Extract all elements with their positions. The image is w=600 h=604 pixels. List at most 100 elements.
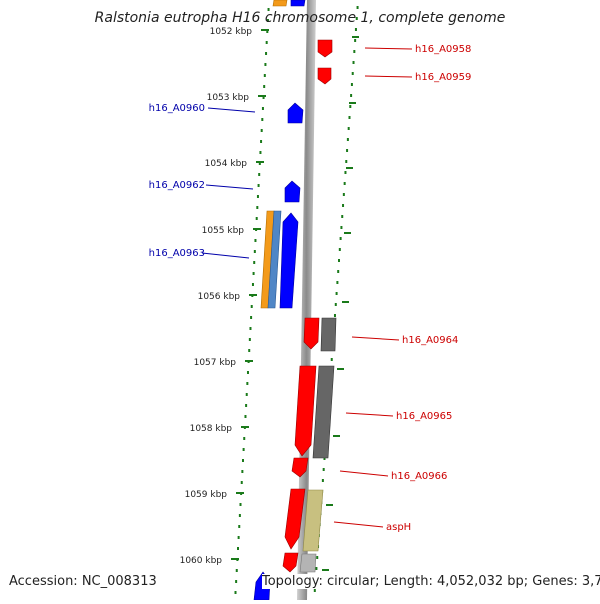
ring-dot: [344, 171, 347, 174]
genome-summary-text: Topology: circular; Length: 4,052,032 bp…: [262, 574, 600, 589]
ring-dot: [349, 105, 352, 108]
gene-arrow[interactable]: [312, 365, 335, 459]
ring-dot: [240, 481, 243, 484]
ring-dot: [330, 358, 333, 361]
ring-dot: [261, 118, 264, 121]
ring-dot: [249, 327, 252, 330]
ring-dot: [240, 492, 243, 495]
ring-dot: [339, 237, 342, 240]
tick-label: 1054 kbp: [205, 159, 248, 169]
gene-label-h16-a0959[interactable]: h16_A0959: [415, 72, 471, 83]
ring-dot: [239, 503, 242, 506]
ring-dot: [266, 19, 269, 22]
tick-label: 1057 kbp: [194, 358, 237, 368]
ring-dot: [258, 173, 261, 176]
gene-arrow-h16-A0959[interactable]: [317, 67, 332, 85]
ring-dot: [345, 160, 348, 163]
ring-dot: [237, 536, 240, 539]
ring-dot: [348, 116, 351, 119]
gene-arrow-h16-A0958[interactable]: [317, 39, 333, 58]
gene-label-h16-a0965[interactable]: h16_A0965: [396, 411, 452, 422]
ring-dot: [267, 8, 270, 11]
tick-label: 1058 kbp: [190, 424, 233, 434]
ring-dot: [253, 250, 256, 253]
ring-dot: [238, 525, 241, 528]
ring-dot: [235, 580, 238, 583]
gene-arrow[interactable]: [272, 0, 288, 7]
ring-dot: [340, 226, 343, 229]
ring-dot: [333, 314, 336, 317]
gene-label-h16-a0964[interactable]: h16_A0964: [402, 335, 458, 346]
gene-arrow[interactable]: [267, 210, 282, 309]
gene-label-h16-a0963[interactable]: h16_A0963: [149, 248, 205, 259]
label-leader-line: [333, 521, 384, 528]
gene-arrow-h16-A0966[interactable]: [291, 457, 309, 478]
gene-arrow-h16-A0964[interactable]: [303, 317, 320, 350]
map-title: Ralstonia eutropha H16 chromosome 1, com…: [94, 10, 506, 26]
tick-label: 1053 kbp: [207, 93, 250, 103]
ring-dot: [245, 393, 248, 396]
ring-dot: [323, 457, 326, 460]
ring-dot: [336, 281, 339, 284]
label-leader-line: [201, 252, 250, 259]
gene-label-h16-a0960[interactable]: h16_A0960: [149, 103, 205, 114]
gene-arrow-h16-A0962[interactable]: [284, 180, 301, 203]
ring-dot: [356, 6, 359, 9]
gene-label-h16-a0966[interactable]: h16_A0966: [391, 471, 447, 482]
gene-arrow-h16-A0963[interactable]: [279, 212, 299, 309]
ring-dot: [252, 272, 255, 275]
ring-dot: [246, 371, 249, 374]
ring-dot: [338, 248, 341, 251]
gene-arrow[interactable]: [320, 317, 337, 352]
ring-dot: [321, 479, 324, 482]
label-leader-line: [351, 336, 400, 341]
ring-dot: [250, 316, 253, 319]
ring-dot: [335, 292, 338, 295]
gene-arrow-h16-A0960[interactable]: [287, 102, 304, 124]
ring-dot: [354, 39, 357, 42]
ring-dot: [346, 149, 349, 152]
ring-dot: [243, 426, 246, 429]
ring-dot: [258, 162, 261, 165]
ring-dot: [338, 259, 341, 262]
ring-dot: [234, 591, 237, 594]
tick-label: 1056 kbp: [198, 292, 241, 302]
ring-dot: [263, 85, 266, 88]
ring-dot: [257, 184, 260, 187]
ring-dot: [248, 349, 251, 352]
ring-dot: [256, 195, 259, 198]
ring-dot: [244, 415, 247, 418]
gene-arrow[interactable]: [302, 489, 324, 552]
gene-arrow-aspH[interactable]: [284, 488, 306, 550]
label-leader-line: [364, 47, 413, 50]
ring-dot: [341, 215, 344, 218]
ring-dot: [238, 514, 241, 517]
ring-dot: [342, 204, 345, 207]
ring-dot: [255, 228, 258, 231]
ring-dot: [260, 129, 263, 132]
gene-arrow[interactable]: [282, 552, 299, 573]
ring-dot: [315, 567, 318, 570]
gene-label-h16-a0962[interactable]: h16_A0962: [149, 180, 205, 191]
ring-dot: [250, 305, 253, 308]
gene-arrow-h16-A0965[interactable]: [294, 365, 317, 457]
ring-dot: [251, 294, 254, 297]
gene-arrow[interactable]: [290, 0, 306, 7]
tick-label: 1055 kbp: [202, 226, 245, 236]
ring-dot: [351, 72, 354, 75]
ring-dot: [313, 589, 316, 592]
ring-dot: [334, 303, 337, 306]
gene-label-asph[interactable]: aspH: [386, 522, 411, 533]
ring-dot: [350, 83, 353, 86]
ring-dot: [247, 360, 250, 363]
label-leader-line: [205, 184, 254, 190]
ring-dot: [235, 569, 238, 572]
ring-dot: [237, 547, 240, 550]
ring-dot: [355, 17, 358, 20]
gene-arrow[interactable]: [299, 553, 317, 573]
gene-label-h16-a0958[interactable]: h16_A0958: [415, 44, 471, 55]
ring-dot: [236, 558, 239, 561]
ring-dot: [350, 94, 353, 97]
